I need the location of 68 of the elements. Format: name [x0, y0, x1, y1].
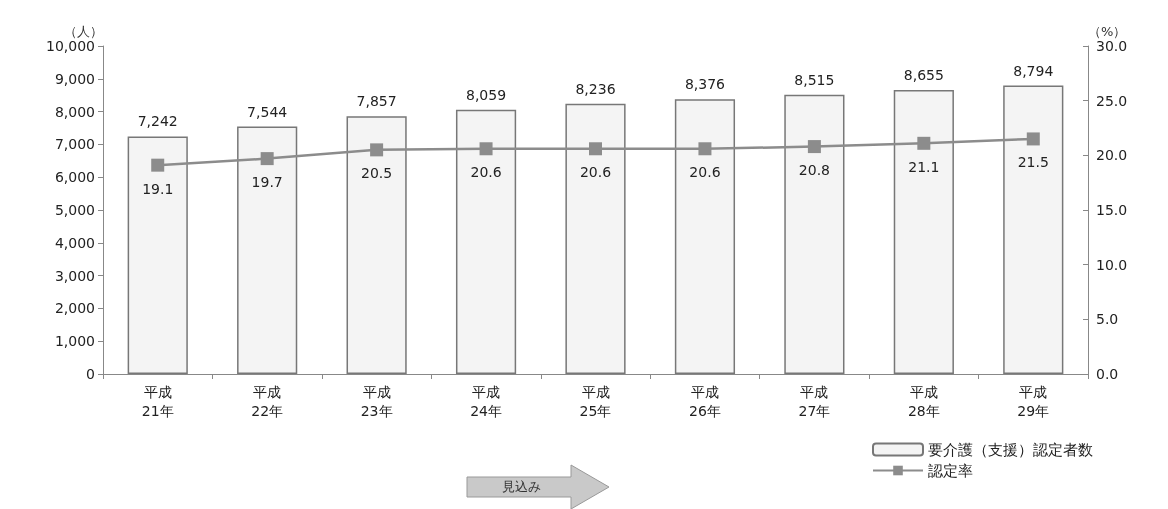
- bar: [565, 103, 626, 374]
- y-tick-label: 6,000: [54, 169, 95, 186]
- x-tick-label: 平成 23年: [360, 383, 393, 419]
- bar: [455, 109, 517, 374]
- point: [151, 158, 165, 172]
- y-tick-label: 8,000: [54, 103, 95, 120]
- right-arrow: 見込み: [463, 463, 611, 509]
- y2-tick-label: 15.0: [1096, 202, 1128, 218]
- y-tick-label: 5,000: [54, 202, 95, 218]
- bar: [346, 116, 407, 374]
- data-label: 20.6: [579, 164, 612, 181]
- y2-tick-label: 0.0: [1096, 366, 1119, 382]
- data-label: 8,794: [1013, 62, 1054, 79]
- y-tick-label: 10,000: [46, 38, 95, 54]
- data-label: 8,655: [903, 67, 944, 84]
- data-label: 20.6: [689, 164, 721, 181]
- y2-axis-title: （%）: [1088, 24, 1127, 39]
- point: [1026, 132, 1040, 146]
- data-label: 8,059: [466, 86, 507, 103]
- data-label: 20.8: [798, 162, 830, 179]
- x-tick-label: 平成 28年: [907, 383, 940, 419]
- data-label: 8,515: [794, 71, 835, 88]
- point: [698, 142, 712, 156]
- data-label: 8,236: [575, 80, 616, 97]
- y-tick-label: 2,000: [54, 300, 95, 317]
- y-tick-label: 1,000: [54, 333, 95, 350]
- data-label: 8,376: [684, 76, 726, 93]
- bar: [127, 136, 188, 374]
- y2-tick-label: 10.0: [1096, 256, 1128, 273]
- bar: [237, 126, 298, 374]
- data-label: 7,544: [247, 103, 288, 120]
- x-tick-label: 平成 25年: [579, 383, 612, 419]
- y-tick-label: 0: [86, 366, 95, 382]
- data-label: 7,857: [356, 93, 397, 110]
- point: [479, 142, 493, 156]
- x-tick-label: 平成 21年: [141, 383, 174, 419]
- point: [260, 152, 274, 166]
- data-label: 19.7: [251, 174, 283, 191]
- point: [917, 136, 931, 150]
- data-label: 7,242: [137, 113, 178, 130]
- y-tick-label: 3,000: [54, 267, 95, 284]
- bar: [784, 94, 845, 374]
- bar: [674, 99, 736, 374]
- data-label: 21.5: [1017, 154, 1049, 171]
- legend-label: 要介護（支援）認定者数: [928, 440, 1093, 459]
- y2-tick-label: 20.0: [1096, 147, 1128, 164]
- x-tick-label: 平成 22年: [251, 383, 284, 419]
- x-tick-label: 平成 27年: [798, 383, 831, 419]
- bar: [1003, 85, 1064, 374]
- point: [589, 142, 602, 156]
- data-label: 21.1: [908, 158, 940, 175]
- y-axis-title: （人）: [64, 24, 103, 39]
- data-label: 20.6: [470, 164, 502, 181]
- x-tick-label: 平成 24年: [470, 383, 502, 419]
- x-tick-label: 平成 29年: [1017, 383, 1050, 419]
- point: [807, 140, 821, 154]
- y2-tick-label: 5.0: [1096, 311, 1119, 328]
- legend-label: 認定率: [928, 461, 973, 480]
- data-label: 19.1: [142, 180, 174, 197]
- y-tick-label: 4,000: [54, 234, 95, 251]
- y-tick-label: 9,000: [54, 70, 95, 87]
- point: [370, 143, 384, 157]
- data-label: 20.5: [361, 165, 393, 182]
- y-tick-label: 7,000: [54, 136, 95, 153]
- y2-tick-label: 25.0: [1096, 92, 1128, 109]
- y2-tick-label: 30.0: [1096, 38, 1128, 54]
- x-tick-label: 平成 26年: [689, 383, 721, 419]
- bar: [893, 90, 954, 374]
